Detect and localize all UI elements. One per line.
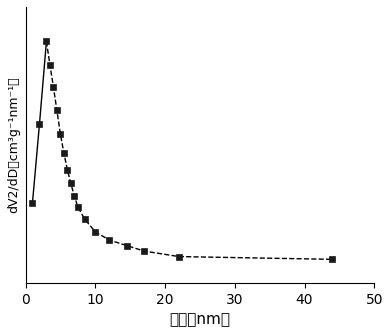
X-axis label: 孔径（nm）: 孔径（nm）	[169, 312, 230, 327]
Y-axis label: dV2/dD（cm³g⁻¹nm⁻¹）: dV2/dD（cm³g⁻¹nm⁻¹）	[7, 76, 20, 213]
